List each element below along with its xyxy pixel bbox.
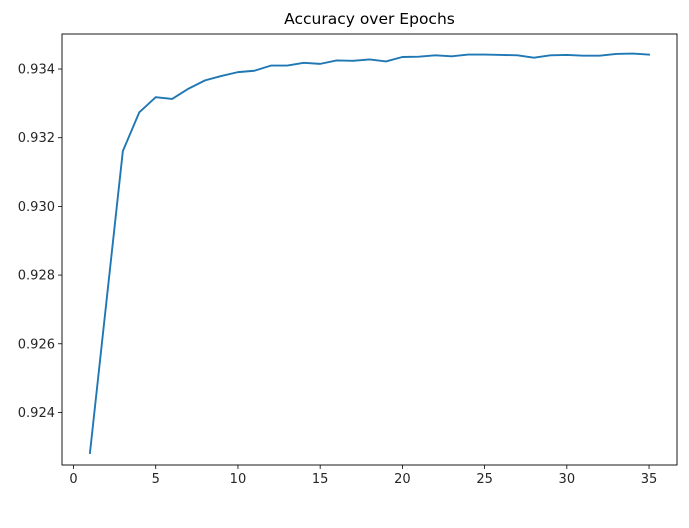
x-tick-label: 20 [394,472,411,487]
y-axis-ticks: 0.924 0.926 0.928 0.930 0.932 0.934 [18,63,62,421]
y-tick-label: 0.928 [18,269,55,284]
chart-title: Accuracy over Epochs [284,10,455,28]
y-tick-label: 0.926 [18,337,55,352]
x-tick-label: 15 [312,472,329,487]
series-layer [88,52,651,455]
x-tick-label: 35 [641,472,658,487]
y-tick-label: 0.930 [18,200,55,215]
x-axis-ticks: 0 5 10 15 20 25 30 35 [69,465,657,487]
series-line-0 [88,52,651,455]
x-tick-label: 0 [69,472,77,487]
plot-frame [61,33,678,466]
x-tick-label: 5 [152,472,160,487]
y-tick-label: 0.924 [18,406,55,421]
x-tick-label: 25 [476,472,493,487]
y-tick-label: 0.932 [18,131,55,146]
x-tick-label: 30 [559,472,576,487]
y-tick-label: 0.934 [18,63,55,78]
x-tick-label: 10 [230,472,247,487]
